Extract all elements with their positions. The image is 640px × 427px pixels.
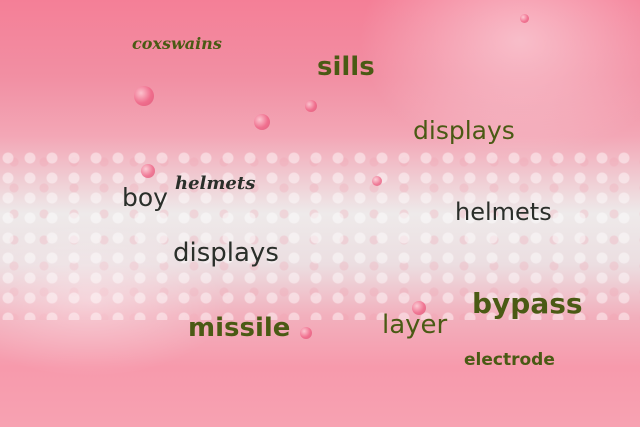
word-displays-left: displays — [173, 238, 279, 268]
word-bypass: bypass — [472, 287, 583, 320]
word-sills: sills — [317, 52, 375, 82]
word-coxswains: coxswains — [132, 34, 222, 53]
bubble — [412, 301, 426, 315]
bubble — [254, 114, 270, 130]
word-layer: layer — [382, 310, 448, 340]
word-missile: missile — [188, 313, 291, 343]
word-helmets-right: helmets — [455, 198, 552, 226]
bubble — [300, 327, 312, 339]
bubble — [372, 176, 382, 186]
word-boy: boy — [122, 183, 168, 212]
bubble — [305, 100, 317, 112]
word-displays-top: displays — [413, 116, 515, 145]
bubble — [134, 86, 154, 106]
bubble — [520, 14, 529, 23]
word-helmets-script: helmets — [175, 173, 256, 194]
bubble — [141, 164, 155, 178]
foam-texture — [0, 150, 640, 320]
word-electrode: electrode — [464, 350, 555, 370]
